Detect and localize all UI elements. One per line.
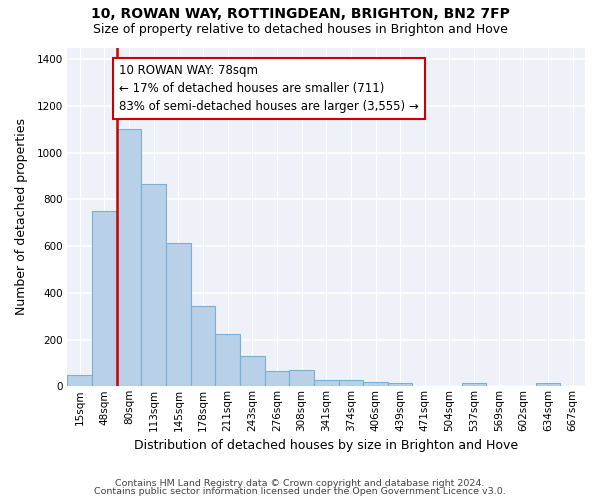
Bar [265,371,289,386]
X-axis label: Distribution of detached houses by size in Brighton and Hove: Distribution of detached houses by size … [134,440,518,452]
Bar [363,382,388,386]
Bar [338,380,363,386]
Bar [289,370,314,386]
Bar [117,130,142,386]
Bar [67,374,92,386]
Text: Contains HM Land Registry data © Crown copyright and database right 2024.: Contains HM Land Registry data © Crown c… [115,478,485,488]
Bar [240,356,265,386]
Text: Size of property relative to detached houses in Brighton and Hove: Size of property relative to detached ho… [92,22,508,36]
Text: Contains public sector information licensed under the Open Government Licence v3: Contains public sector information licen… [94,487,506,496]
Text: 10 ROWAN WAY: 78sqm
← 17% of detached houses are smaller (711)
83% of semi-detac: 10 ROWAN WAY: 78sqm ← 17% of detached ho… [119,64,419,113]
Bar [166,242,191,386]
Bar [142,184,166,386]
Y-axis label: Number of detached properties: Number of detached properties [15,118,28,316]
Text: 10, ROWAN WAY, ROTTINGDEAN, BRIGHTON, BN2 7FP: 10, ROWAN WAY, ROTTINGDEAN, BRIGHTON, BN… [91,8,509,22]
Bar [536,384,560,386]
Bar [314,380,338,386]
Bar [462,384,487,386]
Bar [388,383,412,386]
Bar [191,306,215,386]
Bar [215,334,240,386]
Bar [92,211,117,386]
